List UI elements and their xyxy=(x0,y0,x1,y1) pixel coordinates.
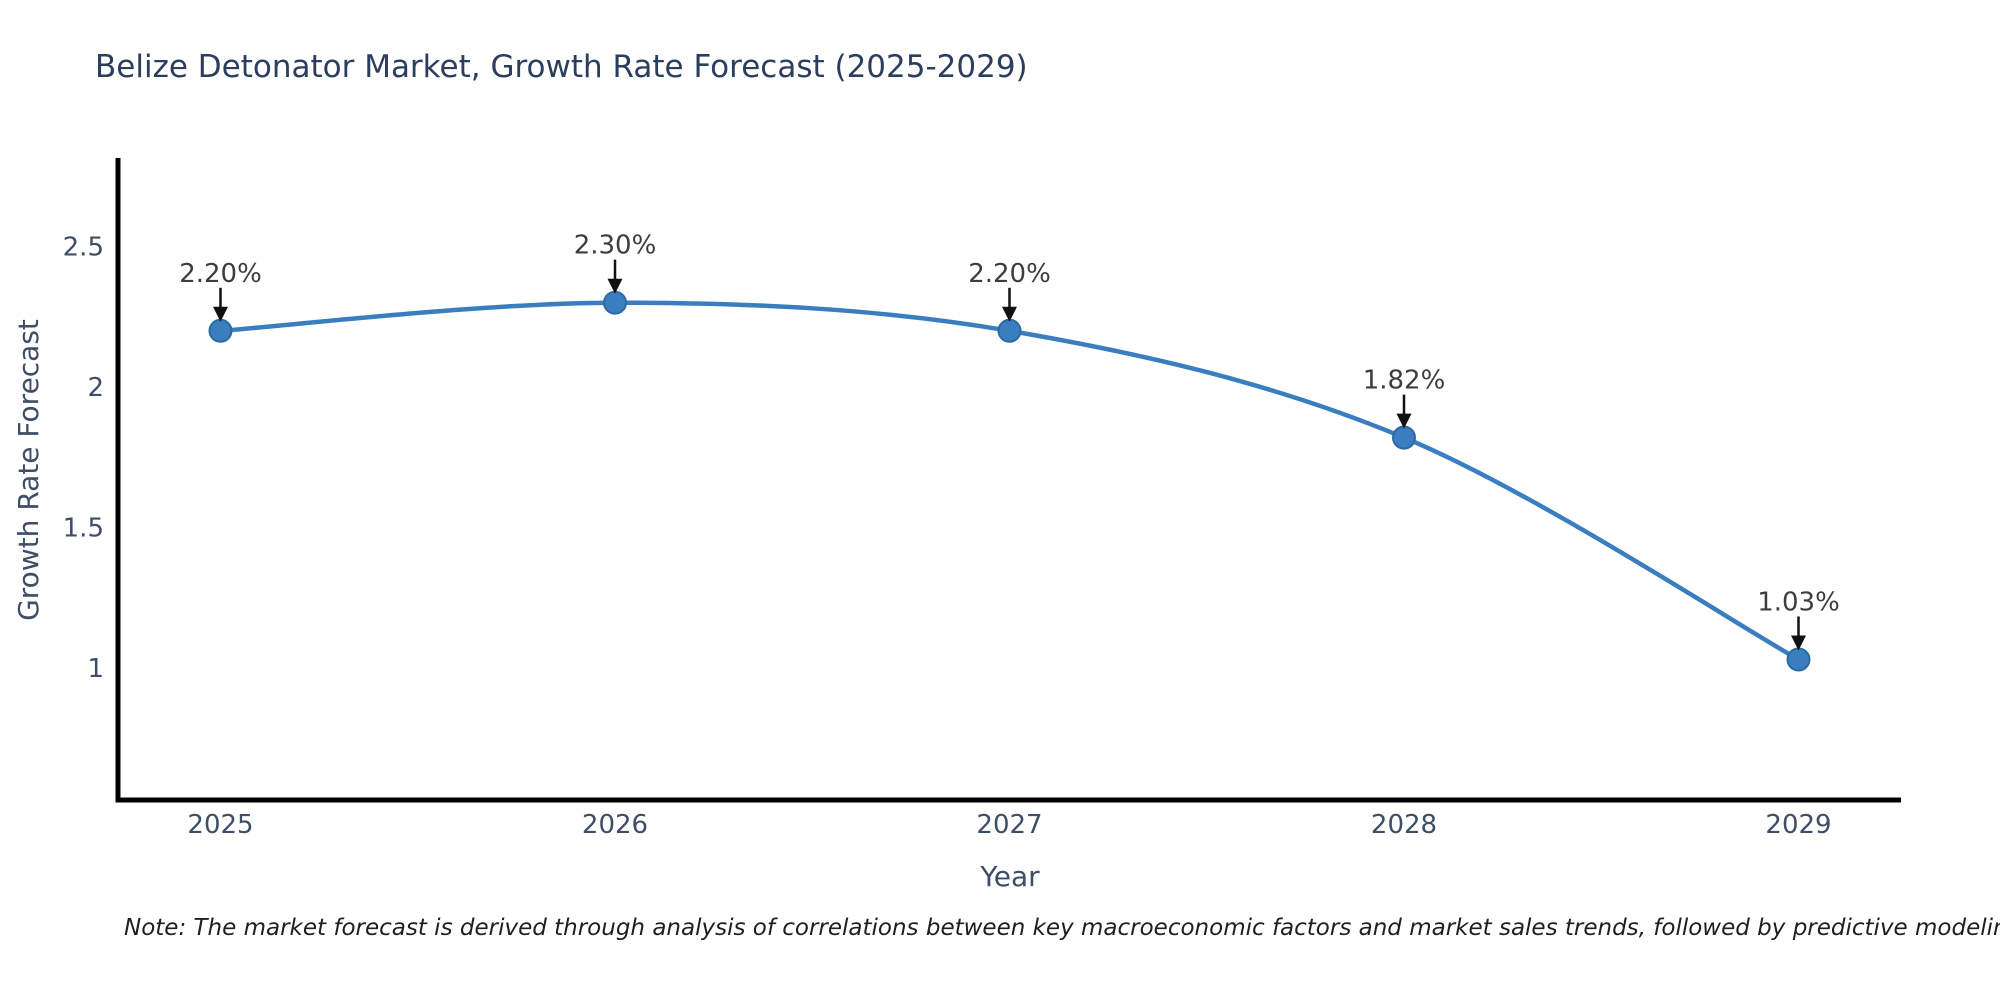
plot-area: 1 1.5 2 2.5 2025 2026 2027 2028 2029 2.20% 2.30% 2.… xyxy=(63,158,1901,840)
point-value-label: 1.03% xyxy=(1757,588,1840,618)
data-point xyxy=(997,318,1022,343)
y-tick-label: 1.5 xyxy=(63,513,104,543)
axis-lines xyxy=(115,158,1901,803)
x-tick-label: 2026 xyxy=(582,810,648,840)
x-tick-label: 2027 xyxy=(976,810,1042,840)
x-tick-label: 2029 xyxy=(1765,810,1831,840)
annotation-arrowhead-icon xyxy=(607,278,623,294)
data-point xyxy=(603,290,627,315)
data-point xyxy=(208,318,233,343)
annotation-arrowhead-icon xyxy=(1396,413,1412,429)
data-point xyxy=(1392,425,1416,450)
chart-canvas: 1 1.5 2 2.5 2025 2026 2027 2028 2029 2.20% 2.30% 2.… xyxy=(12,158,1901,893)
y-tick-label: 1 xyxy=(87,654,104,684)
point-value-label: 1.82% xyxy=(1363,366,1446,396)
point-value-label: 2.30% xyxy=(574,231,657,261)
x-tick-label: 2028 xyxy=(1371,810,1437,840)
x-tick-label: 2025 xyxy=(187,810,253,840)
y-tick-label: 2 xyxy=(87,373,104,403)
annotation-arrowhead-icon xyxy=(213,306,228,322)
point-value-label: 2.20% xyxy=(968,259,1051,289)
chart-title: Belize Detonator Market, Growth Rate For… xyxy=(95,49,1028,85)
y-axis-title: Growth Rate Forecast xyxy=(12,319,45,621)
point-value-label: 2.20% xyxy=(179,259,262,289)
footnote: Note: The market forecast is derived thr… xyxy=(124,915,2000,941)
data-point xyxy=(1786,647,1811,672)
y-tick-label: 2.5 xyxy=(63,233,104,263)
series-line xyxy=(220,300,1800,662)
x-axis-title: Year xyxy=(979,860,1040,893)
annotation-arrowhead-icon xyxy=(1002,306,1017,322)
annotation-arrowhead-icon xyxy=(1791,635,1806,651)
